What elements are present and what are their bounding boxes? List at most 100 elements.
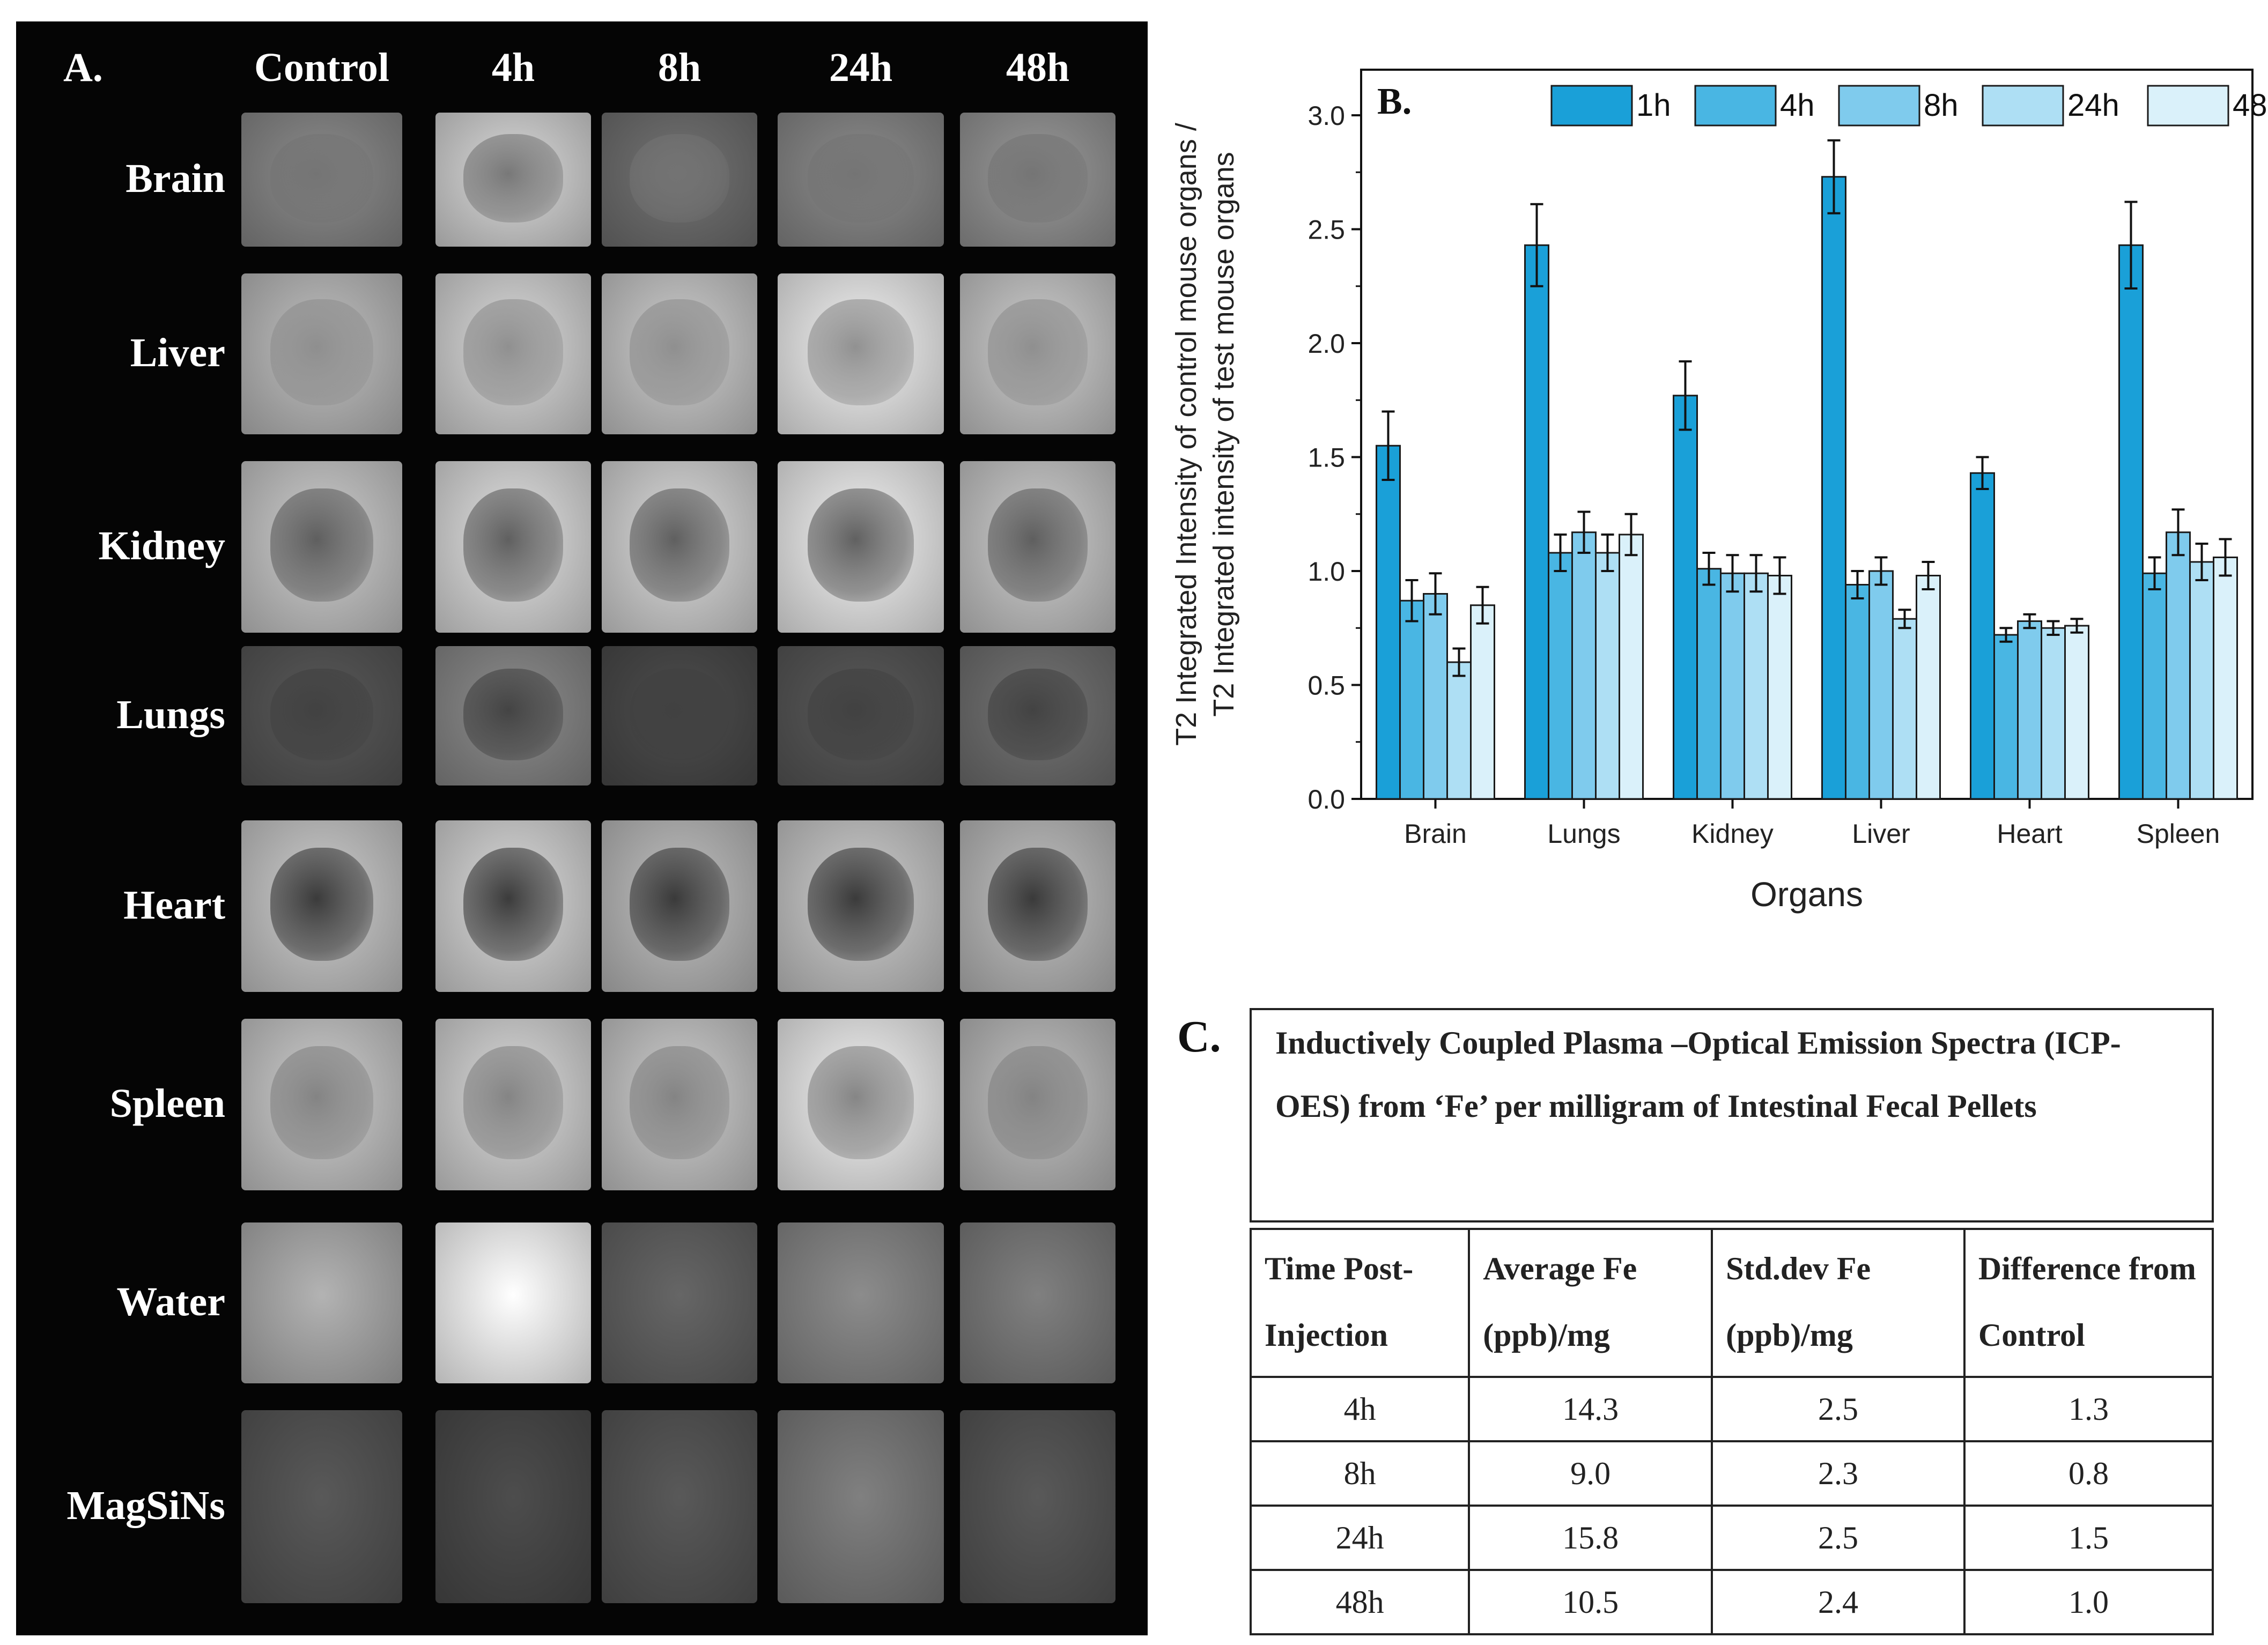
organ-shadow [988,488,1088,602]
mri-tile [241,113,402,247]
organ-shadow [988,299,1088,405]
y-tick-label: 2.5 [1307,215,1345,245]
bar [1993,634,2019,800]
legend-swatch [1838,85,1920,127]
mri-tile [241,1410,402,1603]
legend-label: 1h [1636,88,1671,123]
header-difference: Difference from Control [1963,1228,2214,1378]
organ-shadow [807,299,914,405]
table-title: Inductively Coupled Plasma –Optical Emis… [1275,1025,2121,1124]
mri-tile [778,113,944,247]
row-header: Heart [123,883,225,928]
organ-shadow [988,848,1088,961]
legend-swatch [1982,85,2064,127]
organ-shadow [463,848,563,961]
mri-tile [241,820,402,992]
mri-tile [602,461,757,633]
bar-chart: 0.0 0.5 1.0 1.5 2.0 2.5 3.0 Brain Lungs Kidney Liv… [1170,69,2268,914]
table-cell: 24h [1249,1505,1471,1571]
mri-tile [241,1019,402,1190]
y-tick-label: 1.5 [1307,443,1345,473]
mri-tile [778,461,944,633]
organ-shadow [630,668,729,761]
organ-shadow [988,134,1088,223]
x-tick-label: Lungs [1547,819,1620,849]
table-cell: 4h [1249,1376,1471,1442]
x-axis-label: Organs [1750,875,1863,914]
x-tick-label: Brain [1404,819,1467,849]
organ-shadow [270,134,373,223]
mri-tile [960,461,1115,633]
table-cell: 2.5 [1711,1376,1966,1442]
bar [1376,444,1401,800]
bar [1845,584,1870,800]
bar [2213,557,2238,800]
bar [1571,531,1597,800]
bar [2142,572,2167,800]
table-cell: 48h [1249,1569,1471,1635]
mri-tile [602,646,757,786]
organ-shadow [807,668,914,761]
mri-tile [960,1222,1115,1383]
organ-shadow [463,488,563,602]
table-title-box: Inductively Coupled Plasma –Optical Emis… [1250,1008,2214,1222]
y-tick-label: 0.5 [1307,671,1345,701]
mri-tile [778,1019,944,1190]
legend-label: 24h [2067,88,2119,123]
column-header: 48h [1006,45,1070,90]
bar [1916,575,1941,800]
mri-tile [960,273,1115,434]
row-header: Lungs [116,692,225,737]
x-tick-label: Kidney [1691,819,1774,849]
mri-tile [960,820,1115,992]
mri-tile [435,113,591,247]
bar [2041,627,2066,800]
organ-shadow [463,134,563,223]
legend-swatch [1550,85,1633,127]
bar [1548,552,1573,800]
legend-label: 48h [2233,88,2268,123]
mri-tile [602,820,757,992]
table-cell: 1.0 [1963,1569,2214,1635]
legend-swatch [1694,85,1777,127]
mri-tile [435,273,591,434]
mri-tile [602,1019,757,1190]
bar [1821,176,1846,800]
bar-chart-panel: 0.0 0.5 1.0 1.5 2.0 2.5 3.0 Brain Lungs Kidney Liv… [1158,0,2268,965]
table-cell: 2.4 [1711,1569,1966,1635]
organ-shadow [463,1046,563,1160]
table-cell: 2.5 [1711,1505,1966,1571]
mri-tile [960,1019,1115,1190]
organ-shadow [988,668,1088,761]
column-header: 24h [829,45,893,90]
mri-image-grid: A. Control 4h 8h 24h 48h Brain Liver Kidney Lun… [16,21,1148,1635]
column-header: 8h [658,45,701,90]
mri-tile [602,273,757,434]
bar [1399,599,1424,800]
y-tick-label: 1.0 [1307,557,1345,587]
mri-tile [435,646,591,786]
mri-tile [602,1410,757,1603]
mri-tile [435,1019,591,1190]
y-axis-label-line1: T2 Integrated Intensity of control mouse… [1170,123,1202,746]
mri-tile [778,1410,944,1603]
bar [1446,661,1472,800]
column-header: Control [254,45,389,90]
organ-shadow [463,668,563,761]
row-header: MagSiNs [67,1483,225,1528]
y-tick-label: 3.0 [1307,101,1345,131]
organ-shadow [807,488,914,602]
organ-shadow [270,299,373,405]
organ-shadow [807,1046,914,1160]
bar [1524,244,1549,800]
bar [2064,625,2089,800]
column-header: 4h [491,45,535,90]
table-cell: 2.3 [1711,1440,1966,1507]
table-cell: 8h [1249,1440,1471,1507]
bar [1673,395,1698,800]
table-row: 8h 9.0 2.3 0.8 [1249,1440,2214,1507]
mri-tile [778,820,944,992]
panel-b-label: B. [1377,81,1412,122]
bar [1619,533,1644,800]
mri-tile [241,461,402,633]
